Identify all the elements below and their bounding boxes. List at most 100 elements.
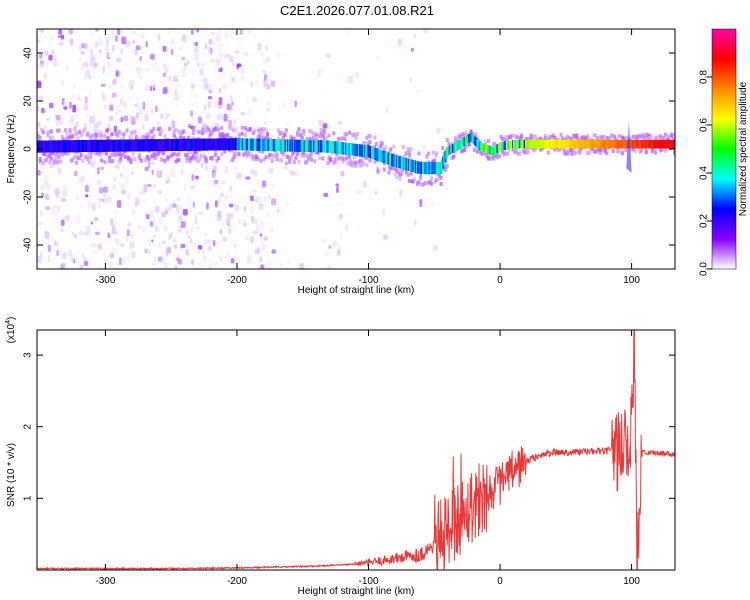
noise-cell bbox=[228, 213, 234, 219]
ridge-cell bbox=[652, 139, 655, 149]
halo-cell bbox=[351, 163, 355, 168]
halo-cell bbox=[348, 130, 352, 135]
ridge-cell bbox=[211, 138, 214, 151]
ridge-cell bbox=[155, 139, 158, 152]
halo-cell bbox=[100, 133, 104, 138]
ridge-cell bbox=[38, 140, 41, 153]
noise-cell bbox=[191, 66, 195, 73]
halo-cell bbox=[483, 151, 487, 156]
noise-cell bbox=[217, 210, 222, 218]
noise-cell bbox=[239, 29, 243, 35]
ridge-cell bbox=[617, 139, 620, 149]
ridge-cell bbox=[668, 139, 671, 149]
halo-cell bbox=[485, 154, 489, 159]
ridge-cell bbox=[277, 139, 280, 152]
halo-cell bbox=[68, 134, 72, 139]
halo-cell bbox=[327, 133, 331, 138]
halo-cell bbox=[445, 163, 449, 168]
ridge-cell bbox=[403, 157, 406, 170]
noise-cell bbox=[198, 211, 203, 215]
halo-cell bbox=[635, 136, 639, 141]
ridge-cell bbox=[218, 138, 221, 151]
noise-cell bbox=[111, 29, 115, 37]
noise-cell bbox=[58, 29, 62, 35]
halo-cell bbox=[611, 149, 615, 154]
halo-cell bbox=[109, 132, 113, 137]
ridge-cell bbox=[236, 138, 239, 151]
noise-cell bbox=[80, 51, 85, 55]
halo-cell bbox=[542, 137, 546, 142]
noise-cell bbox=[250, 169, 255, 175]
noise-cell bbox=[231, 101, 234, 106]
noise-cell bbox=[206, 113, 211, 119]
noise-cell bbox=[262, 186, 266, 193]
noise-cell bbox=[135, 45, 141, 50]
halo-cell bbox=[322, 137, 326, 142]
ridge-cell bbox=[94, 139, 97, 152]
ridge-cell bbox=[229, 138, 232, 151]
ridge-cell bbox=[423, 162, 426, 175]
ridge-cell bbox=[226, 138, 229, 151]
ridge-cell bbox=[214, 138, 217, 151]
halo-cell bbox=[232, 151, 236, 156]
ridge-cell bbox=[600, 139, 603, 149]
halo-cell bbox=[57, 128, 61, 133]
heatmap-cells bbox=[37, 29, 675, 269]
halo-cell bbox=[160, 157, 164, 162]
noise-cell bbox=[99, 49, 102, 54]
noise-cell bbox=[122, 165, 127, 170]
noise-cell bbox=[250, 195, 254, 201]
noise-cell bbox=[255, 49, 260, 54]
ridge-cell bbox=[128, 139, 131, 152]
ridge-cell bbox=[329, 140, 332, 153]
noise-cell bbox=[339, 213, 343, 220]
noise-cell bbox=[327, 264, 331, 269]
noise-cell bbox=[340, 128, 343, 134]
halo-cell bbox=[640, 148, 644, 153]
ridge-cell bbox=[44, 140, 47, 153]
noise-cell bbox=[131, 171, 134, 175]
ridge-cell bbox=[143, 139, 146, 152]
noise-cell bbox=[290, 51, 293, 56]
ridge-cell bbox=[511, 139, 515, 149]
noise-cell bbox=[233, 125, 238, 134]
ridge-cell bbox=[519, 139, 522, 149]
halo-cell bbox=[187, 150, 190, 155]
noise-cell bbox=[232, 75, 237, 83]
halo-cell bbox=[291, 137, 295, 142]
noise-cell bbox=[348, 75, 353, 84]
ridge-cell bbox=[137, 139, 140, 152]
noise-cell bbox=[201, 248, 205, 256]
ridge-cell bbox=[339, 141, 342, 154]
noise-cell bbox=[43, 126, 48, 132]
ridge-cell bbox=[572, 139, 575, 149]
ridge-cell bbox=[515, 139, 518, 149]
ridge-cell bbox=[521, 139, 524, 149]
halo-cell bbox=[63, 128, 67, 133]
halo-cell bbox=[430, 176, 434, 181]
noise-cell bbox=[182, 66, 187, 74]
noise-cell bbox=[228, 228, 232, 235]
ridge-cell bbox=[542, 139, 545, 149]
noise-cell bbox=[356, 189, 362, 195]
ridge-cell bbox=[433, 162, 436, 175]
noise-cell bbox=[199, 263, 202, 268]
ridge-cell bbox=[632, 139, 635, 149]
noise-cell bbox=[192, 115, 196, 120]
noise-cell bbox=[110, 115, 114, 121]
noise-cell bbox=[277, 103, 281, 111]
noise-cell bbox=[240, 64, 245, 68]
halo-cell bbox=[526, 147, 530, 152]
noise-cell bbox=[130, 115, 133, 123]
noise-cell bbox=[208, 89, 212, 94]
noise-cell bbox=[126, 41, 129, 45]
ridge-cell bbox=[187, 138, 190, 151]
halo-cell bbox=[643, 135, 647, 140]
ridge-cell bbox=[274, 139, 277, 152]
noise-cell bbox=[54, 204, 57, 208]
halo-cell bbox=[277, 128, 280, 133]
noise-cell bbox=[104, 104, 107, 110]
noise-cell bbox=[175, 103, 180, 109]
y-tick-label: 0 bbox=[23, 146, 34, 152]
noise-cell bbox=[55, 188, 59, 194]
